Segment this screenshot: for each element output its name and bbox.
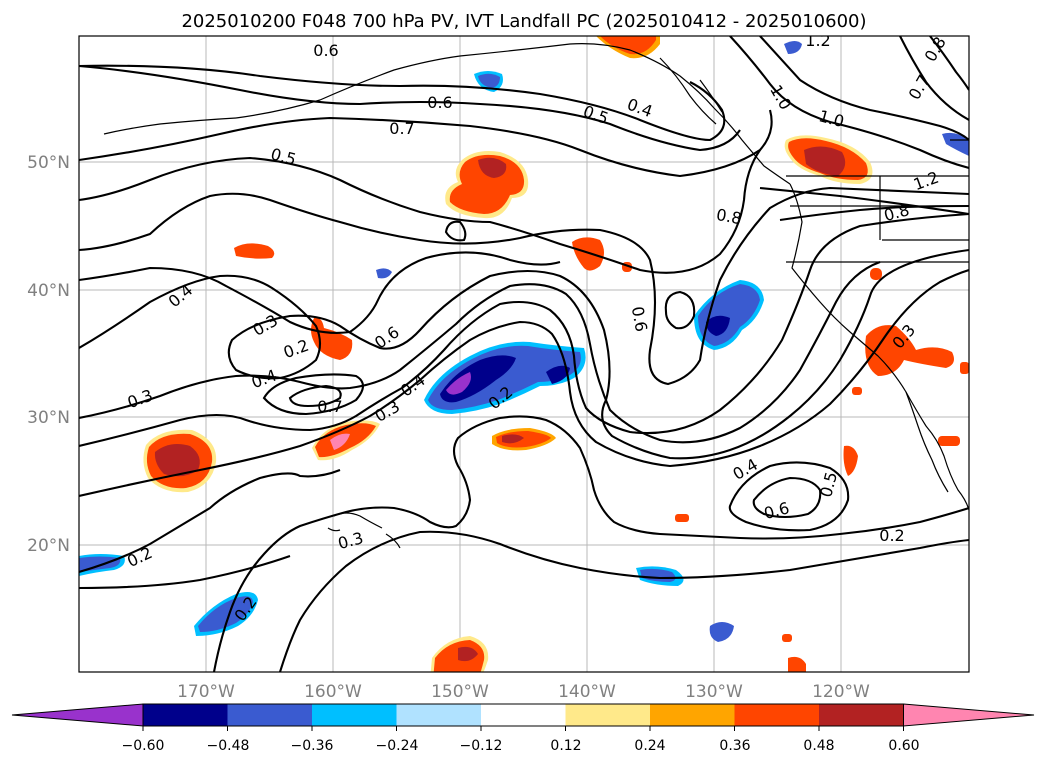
map-panel: 0.6 0.6 0.7 0.5 0.4 0.5 0.4 0.3 0.2 0.6 … xyxy=(79,31,969,672)
negative-anomaly-blob xyxy=(424,341,586,414)
positive-anomaly-blob xyxy=(596,36,660,59)
contour-label: 0.6 xyxy=(628,305,651,333)
contour-label: 0.8 xyxy=(715,205,743,228)
colorbar-ticks xyxy=(142,726,904,731)
colorbar-extend-right xyxy=(903,703,1035,727)
lat-label: 40°N xyxy=(27,281,70,301)
contour-label: 0.2 xyxy=(879,526,904,545)
colorbar-segment xyxy=(143,704,228,726)
colorbar-segment xyxy=(734,704,820,726)
contour-label: 1.2 xyxy=(805,31,830,50)
colorbar: −0.60 −0.48 −0.36 −0.24 −0.12 0.12 0.24 … xyxy=(11,703,1035,754)
contour-label: 0.7 xyxy=(389,119,414,138)
colorbar-tick-label: 0.60 xyxy=(888,738,919,754)
positive-anomaly-blob xyxy=(143,429,217,493)
negative-anomaly-blob xyxy=(194,592,258,636)
map-frame xyxy=(78,35,970,673)
colorbar-segment xyxy=(565,704,651,726)
lat-label: 50°N xyxy=(27,153,70,173)
map-title: 2025010200 F048 700 hPa PV, IVT Landfall… xyxy=(181,11,866,32)
pc-filled-shading xyxy=(79,36,969,672)
negative-anomaly-blob xyxy=(376,41,969,642)
contour-label: 0.7 xyxy=(317,397,342,416)
lon-label: 120°W xyxy=(812,682,870,702)
lon-label: 130°W xyxy=(685,682,743,702)
colorbar-extend-left xyxy=(11,703,144,727)
colorbar-tick-label: −0.36 xyxy=(291,738,334,754)
latitude-labels: 50°N 40°N 30°N 20°N xyxy=(27,153,70,556)
longitude-labels: 170°W 160°W 150°W 140°W 130°W 120°W xyxy=(177,682,870,702)
lat-label: 20°N xyxy=(27,536,70,556)
positive-anomaly-blob xyxy=(492,428,556,451)
colorbar-segment xyxy=(650,704,735,726)
lon-label: 140°W xyxy=(558,682,616,702)
colorbar-segment xyxy=(819,704,904,726)
lon-label: 160°W xyxy=(304,682,362,702)
colorbar-segment xyxy=(312,704,397,726)
colorbar-outline xyxy=(142,703,904,727)
positive-anomaly-blob xyxy=(784,135,873,184)
colorbar-tick-label: 0.48 xyxy=(803,738,834,754)
colorbar-tick-label: −0.60 xyxy=(122,738,165,754)
positive-anomaly-blob xyxy=(430,636,489,672)
positive-anomaly-blob xyxy=(445,151,529,219)
colorbar-tick-label: −0.12 xyxy=(460,738,503,754)
colorbar-tick-label: 0.36 xyxy=(719,738,750,754)
contour-label: 0.6 xyxy=(313,41,338,60)
positive-anomaly-blob xyxy=(675,268,969,672)
positive-anomaly-blob xyxy=(312,420,380,461)
colorbar-segment xyxy=(396,704,482,726)
colorbar-tick-labels: −0.60 −0.48 −0.36 −0.24 −0.12 0.12 0.24 … xyxy=(122,738,920,754)
colorbar-segment xyxy=(481,704,566,726)
lon-label: 150°W xyxy=(431,682,489,702)
colorbar-tick-label: −0.24 xyxy=(376,738,419,754)
lat-label: 30°N xyxy=(27,408,70,428)
lon-label: 170°W xyxy=(177,682,235,702)
colorbar-segment xyxy=(227,704,313,726)
colorbar-segments xyxy=(11,703,1035,727)
contour-label: 0.6 xyxy=(427,93,452,112)
colorbar-tick-label: 0.12 xyxy=(550,738,581,754)
colorbar-tick-label: 0.24 xyxy=(634,738,665,754)
pv-contours xyxy=(79,36,969,672)
colorbar-tick-label: −0.48 xyxy=(207,738,250,754)
positive-anomaly-blob xyxy=(311,317,353,360)
positive-anomaly-blob xyxy=(234,243,275,259)
